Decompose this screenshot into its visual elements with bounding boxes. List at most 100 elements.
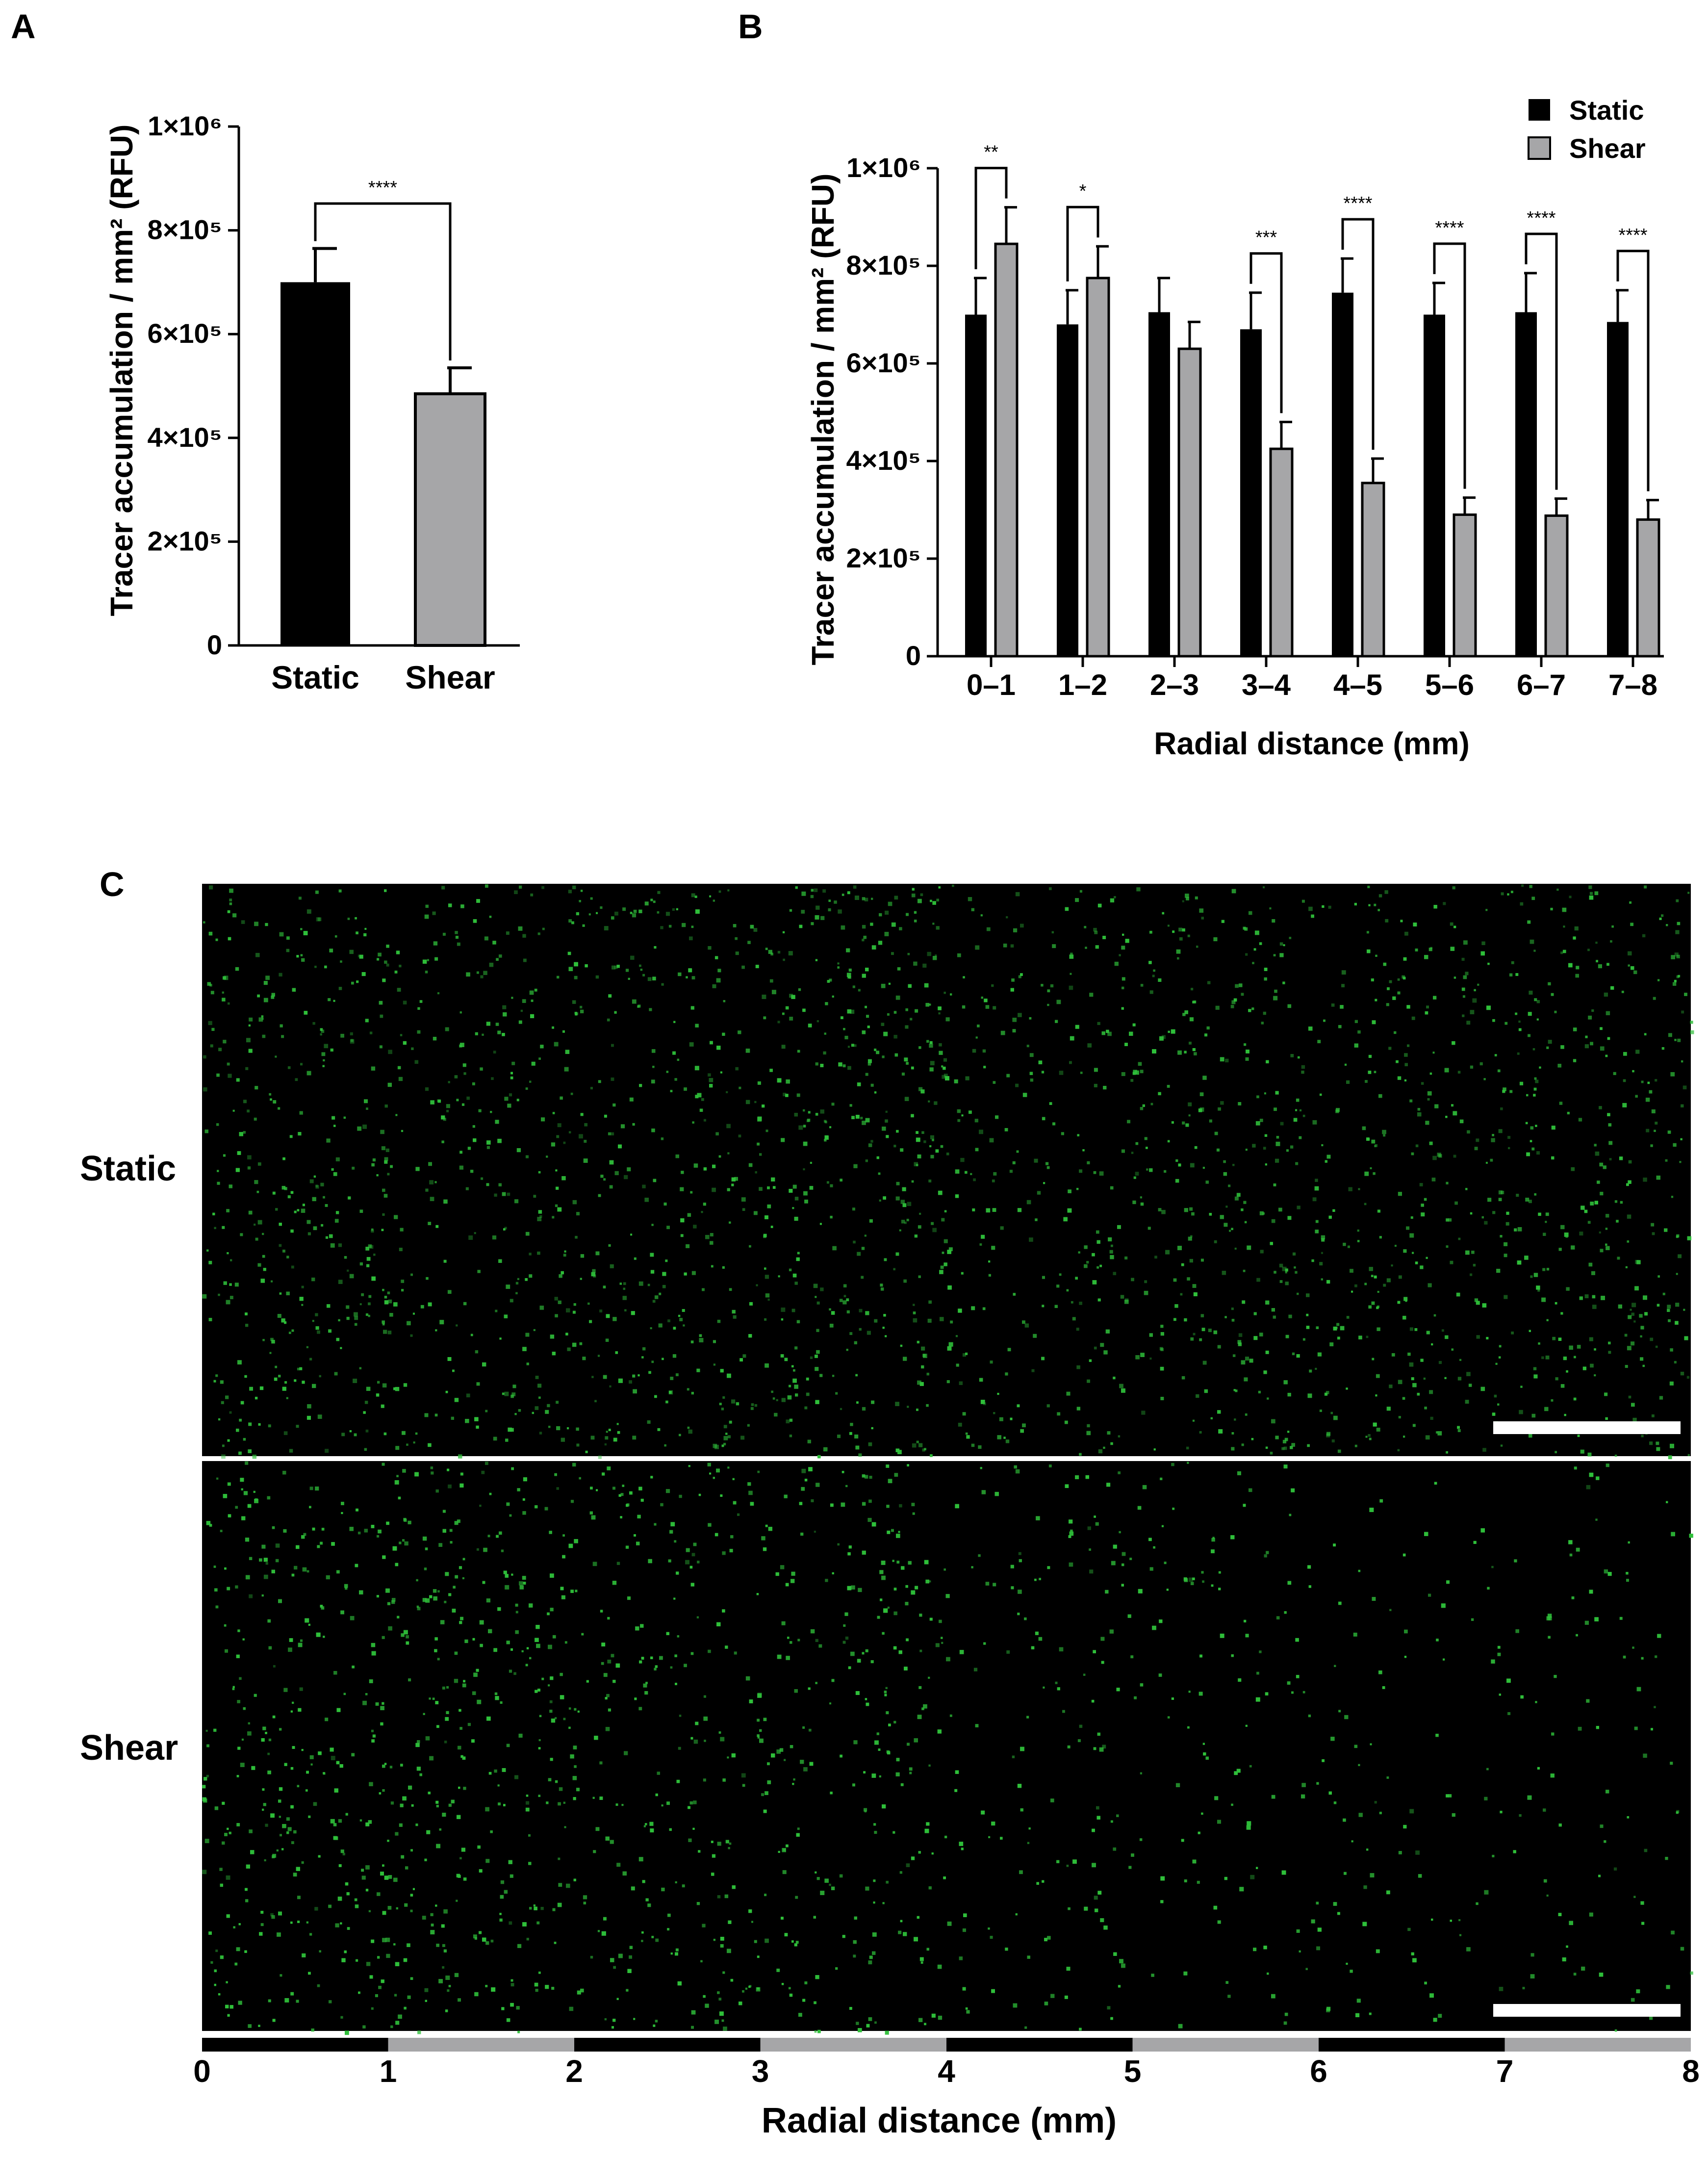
fluorescence-spot bbox=[662, 1284, 666, 1288]
fluorescence-spot bbox=[533, 1329, 535, 1331]
fluorescence-spot bbox=[1217, 1345, 1221, 1349]
fluorescence-spot bbox=[222, 1444, 225, 1447]
fluorescence-spot bbox=[1363, 1885, 1367, 1889]
fluorescence-spot bbox=[1135, 1142, 1139, 1145]
fluorescence-spot bbox=[1511, 1331, 1514, 1335]
fluorescence-spot bbox=[1562, 950, 1566, 953]
fluorescence-spot bbox=[563, 1801, 565, 1804]
fluorescence-spot bbox=[1655, 1655, 1657, 1658]
fluorescence-spot bbox=[1220, 1101, 1224, 1105]
fluorescence-spot bbox=[1607, 1113, 1610, 1116]
fluorescence-spot bbox=[295, 1078, 298, 1081]
fluorescence-spot bbox=[954, 1079, 958, 1083]
fluorescence-spot bbox=[507, 1104, 511, 1108]
fluorescence-spot bbox=[1202, 1743, 1205, 1745]
fluorescence-spot bbox=[1346, 1080, 1350, 1084]
fluorescence-spot bbox=[263, 1268, 266, 1271]
fluorescence-spot bbox=[306, 1346, 308, 1348]
fluorescence-spot bbox=[918, 1275, 921, 1278]
fluorescence-spot bbox=[479, 1931, 482, 1934]
fluorescence-spot bbox=[928, 1886, 932, 1890]
fluorescence-spot bbox=[657, 891, 661, 894]
fluorescence-spot bbox=[1106, 1029, 1109, 1033]
fluorescence-spot bbox=[562, 1030, 565, 1033]
fluorescence-spot bbox=[255, 1086, 258, 1090]
fluorescence-spot bbox=[1645, 1098, 1650, 1102]
fluorescence-spot bbox=[1402, 1397, 1405, 1400]
fluorescence-spot bbox=[303, 1533, 306, 1536]
fluorescence-spot bbox=[1574, 926, 1579, 931]
fluorescence-spot bbox=[1398, 1192, 1402, 1196]
fluorescence-spot bbox=[255, 952, 260, 957]
fluorescence-spot bbox=[1587, 1452, 1592, 1457]
fluorescence-spot bbox=[639, 1084, 642, 1087]
fluorescence-spot bbox=[333, 1172, 337, 1176]
chart-a-ytick-label: 1×10⁶ bbox=[148, 110, 222, 141]
fluorescence-spot bbox=[1640, 1357, 1644, 1361]
fluorescence-spot bbox=[893, 1720, 896, 1723]
fluorescence-spot bbox=[437, 992, 440, 995]
fluorescence-spot bbox=[1332, 1209, 1335, 1212]
fluorescence-spot bbox=[275, 1559, 279, 1563]
fluorescence-spot bbox=[1505, 1222, 1509, 1226]
fluorescence-spot bbox=[1135, 1355, 1140, 1360]
fluorescence-spot bbox=[672, 1051, 676, 1055]
fluorescence-spot bbox=[714, 956, 718, 959]
fluorescence-spot bbox=[1470, 1010, 1475, 1014]
fluorescence-spot bbox=[1165, 1250, 1170, 1255]
fluorescence-spot bbox=[1231, 1432, 1234, 1435]
fluorescence-spot bbox=[1231, 1447, 1235, 1451]
fluorescence-spot bbox=[781, 1621, 786, 1625]
fluorescence-spot bbox=[1621, 991, 1624, 993]
fluorescence-spot bbox=[961, 1114, 964, 1117]
fluorescence-spot bbox=[1409, 1099, 1413, 1103]
fluorescence-spot bbox=[426, 1277, 429, 1280]
fluorescence-spot bbox=[1167, 1085, 1170, 1088]
fluorescence-spot bbox=[286, 1256, 289, 1258]
fluorescence-spot bbox=[946, 1153, 949, 1156]
fluorescence-spot bbox=[309, 1358, 312, 1361]
chart-b-bar-shear bbox=[994, 242, 1019, 658]
fluorescence-spot bbox=[722, 1551, 726, 1555]
fluorescence-spot bbox=[269, 1093, 272, 1096]
fluorescence-spot bbox=[1468, 1384, 1472, 1387]
fluorescence-spot bbox=[1453, 976, 1456, 979]
fluorescence-spot bbox=[1412, 1252, 1414, 1254]
fluorescence-spot bbox=[1193, 1333, 1196, 1335]
fluorescence-spot bbox=[1189, 1017, 1194, 1022]
fluorescence-spot bbox=[1530, 939, 1534, 944]
fluorescence-spot bbox=[240, 1401, 244, 1405]
fluorescence-spot bbox=[1094, 1068, 1098, 1072]
fluorescence-spot bbox=[1555, 1302, 1557, 1305]
fluorescence-spot bbox=[993, 1006, 996, 1010]
panel-b-letter: B bbox=[738, 7, 763, 46]
fluorescence-spot bbox=[220, 1530, 223, 1532]
fluorescence-spot bbox=[1190, 1337, 1194, 1341]
fluorescence-spot bbox=[849, 1104, 852, 1107]
fluorescence-spot bbox=[227, 1062, 230, 1066]
fluorescence-spot bbox=[1559, 1102, 1563, 1105]
fluorescence-spot bbox=[985, 1005, 990, 1009]
fluorescence-spot bbox=[357, 1126, 362, 1131]
fluorescence-spot bbox=[1121, 1149, 1125, 1153]
fluorescence-spot bbox=[1217, 1820, 1221, 1824]
fluorescence-spot bbox=[522, 1511, 526, 1515]
fluorescence-spot bbox=[608, 1429, 611, 1431]
fluorescence-spot bbox=[522, 934, 526, 938]
fluorescence-spot bbox=[1311, 914, 1314, 918]
fluorescence-spot bbox=[1188, 1114, 1191, 1117]
fluorescence-spot bbox=[913, 1311, 916, 1314]
fluorescence-spot bbox=[831, 1311, 835, 1315]
fluorescence-spot bbox=[1210, 1417, 1213, 1419]
fluorescence-spot bbox=[1543, 1233, 1546, 1236]
fluorescence-spot bbox=[664, 1444, 666, 1447]
fluorescence-spot bbox=[1383, 1284, 1386, 1287]
fluorescence-spot bbox=[1671, 955, 1675, 959]
fluorescence-spot bbox=[978, 1445, 982, 1449]
fluorescence-spot bbox=[309, 1755, 314, 1759]
fluorescence-spot bbox=[580, 1113, 584, 1116]
fluorescence-spot bbox=[240, 1763, 245, 1767]
fluorescence-spot bbox=[437, 1590, 440, 1592]
fluorescence-spot bbox=[403, 1041, 407, 1045]
fluorescence-spot bbox=[1385, 919, 1389, 923]
